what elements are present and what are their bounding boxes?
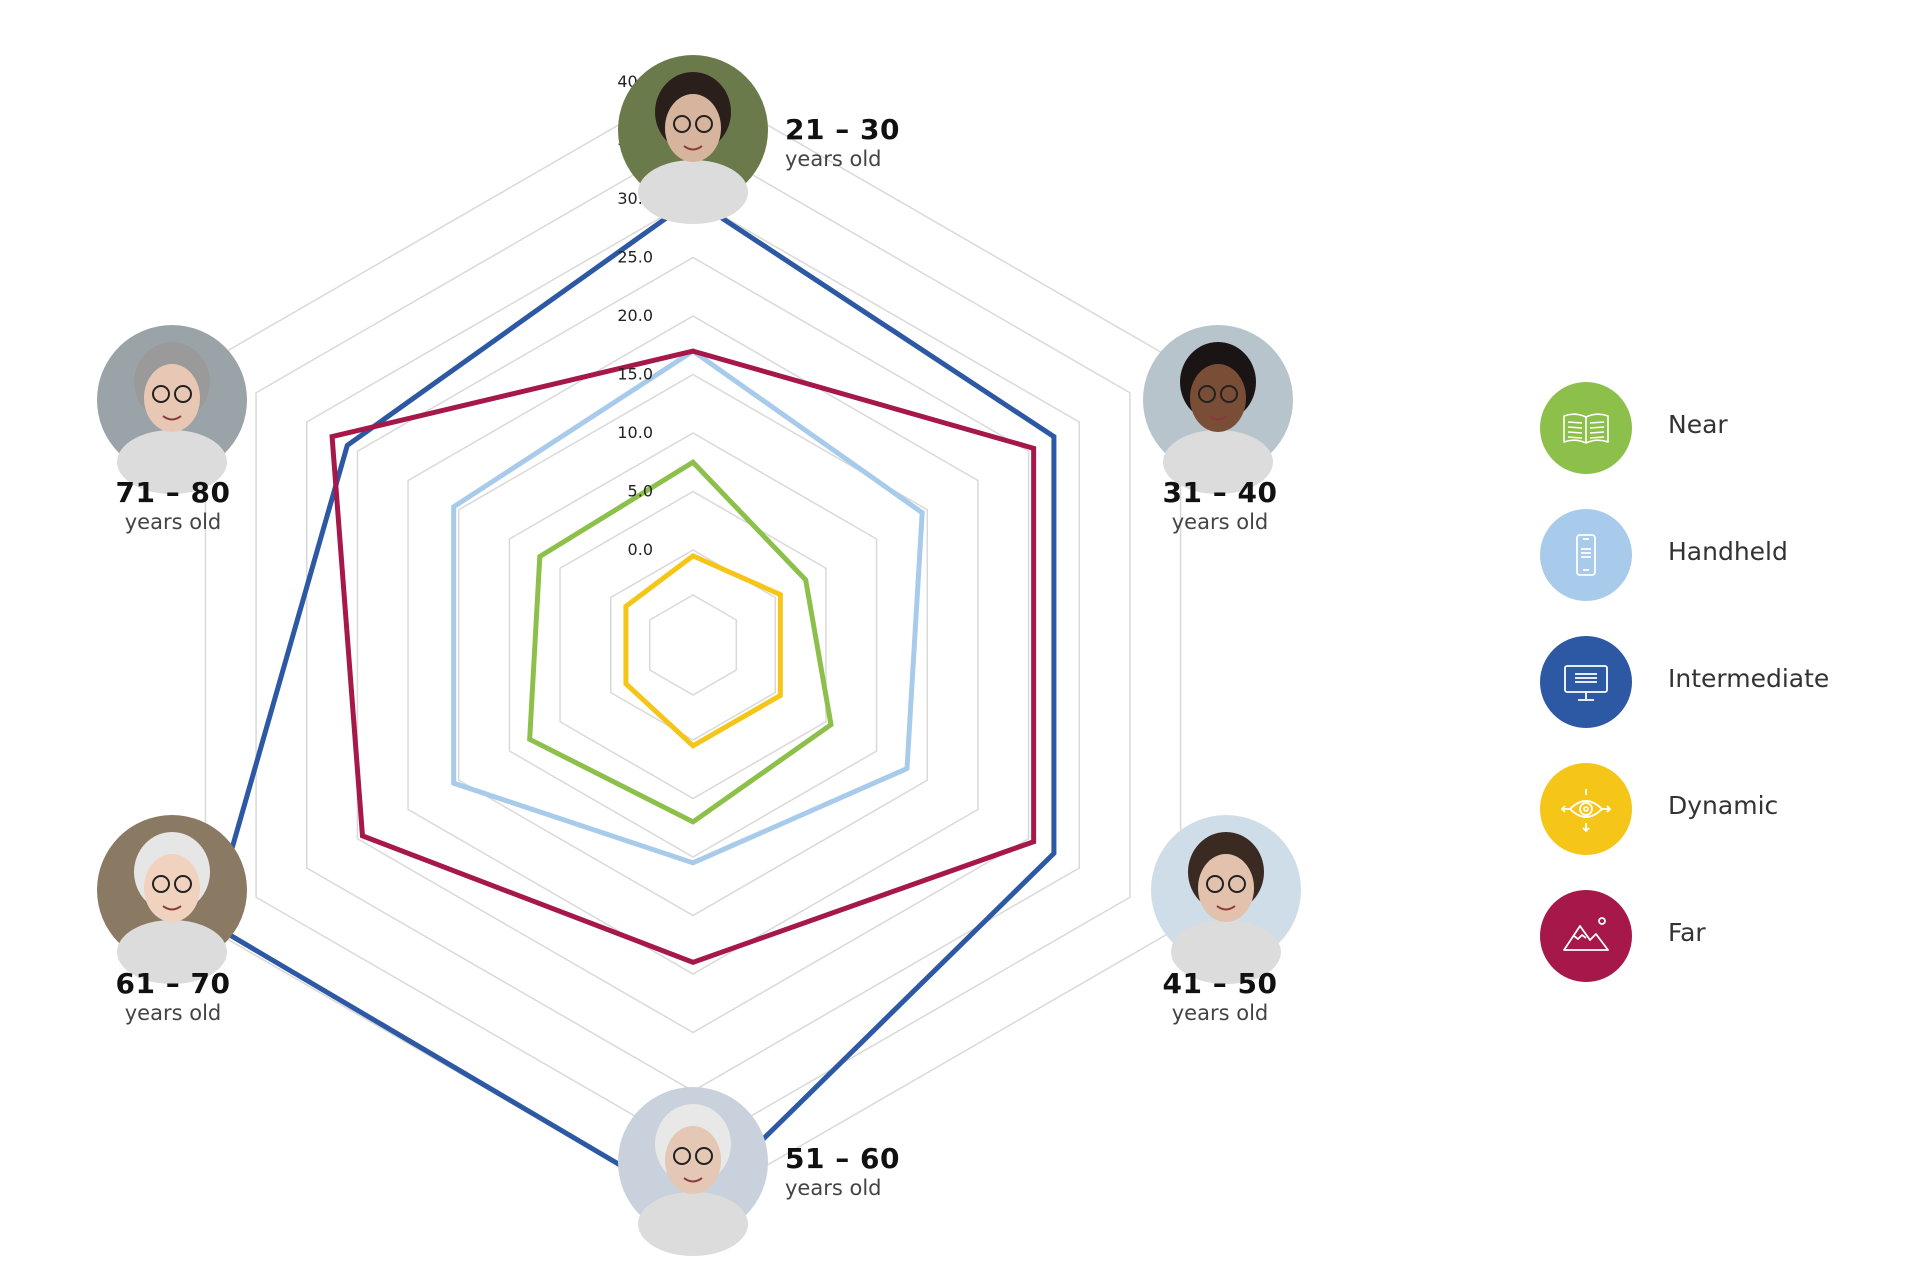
legend-label: Handheld	[1668, 537, 1788, 566]
tick-label: 10.0	[617, 423, 653, 442]
axis-label-sub: years old	[785, 147, 882, 171]
avatar-glasses-right	[695, 1147, 713, 1165]
axis-label-sub: years old	[1171, 510, 1269, 534]
axis-label-range: 31 – 40	[1162, 476, 1278, 509]
person-photo-woman-glasses	[1151, 815, 1301, 984]
series-dynamic	[623, 552, 783, 749]
tick-label: 0.0	[628, 540, 653, 559]
person-photo-young-man	[618, 55, 768, 224]
grid-ring	[457, 373, 929, 917]
grid-ring	[559, 490, 827, 800]
avatar-face	[144, 364, 200, 432]
grid-ring	[648, 594, 738, 696]
legend: Near Handheld Intermediate	[1540, 382, 1880, 1017]
grid-ring	[508, 432, 878, 858]
person-photo-elderly-woman	[97, 325, 247, 494]
axis-label-sub: years old	[785, 1176, 882, 1200]
avatar-glasses-left	[673, 1147, 691, 1165]
person-photo-laughing-older-woman	[97, 815, 247, 984]
tick-label: 5.0	[628, 482, 653, 501]
legend-label: Far	[1668, 918, 1706, 947]
tick-label: 25.0	[617, 248, 653, 267]
axis-label-31-40: 31 – 40 years old	[1110, 477, 1330, 535]
avatar-face	[144, 854, 200, 922]
avatar-smile	[1208, 415, 1228, 421]
avatar-face	[665, 1126, 721, 1194]
avatar-glasses-right	[174, 385, 192, 403]
axis-label-sub: years old	[124, 1001, 222, 1025]
avatar-shoulders	[1163, 430, 1273, 494]
grid-ring	[306, 198, 1080, 1092]
mountain-icon	[1540, 890, 1632, 982]
avatar-shoulders	[1171, 920, 1281, 984]
avatar-smile	[1216, 905, 1236, 911]
axis-label-41-50: 41 – 50 years old	[1110, 968, 1330, 1026]
tick-label: 15.0	[617, 365, 653, 384]
legend-item-handheld[interactable]: Handheld	[1540, 509, 1880, 601]
axis-label-61-70: 61 – 70 years old	[63, 968, 283, 1026]
legend-item-far[interactable]: Far	[1540, 890, 1880, 982]
avatar-smile	[683, 1177, 703, 1183]
legend-item-intermediate[interactable]: Intermediate	[1540, 636, 1880, 728]
axis-label-range: 51 – 60	[785, 1142, 900, 1175]
legend-item-dynamic[interactable]: Dynamic	[1540, 763, 1880, 855]
series-handheld	[451, 348, 925, 866]
monitor-icon	[1540, 636, 1632, 728]
axis-label-21-30: 21 – 30 years old	[785, 114, 900, 172]
avatar-face	[1190, 364, 1246, 432]
avatar-glasses-right	[174, 875, 192, 893]
avatar-glasses-right	[695, 115, 713, 133]
avatar-glasses-left	[1206, 875, 1224, 893]
legend-label: Near	[1668, 410, 1728, 439]
axis-label-range: 71 – 80	[115, 476, 231, 509]
avatar-face	[665, 94, 721, 162]
person-photo-smiling-man	[1143, 325, 1293, 494]
axis-label-sub: years old	[1171, 1001, 1269, 1025]
axis-label-range: 21 – 30	[785, 113, 900, 146]
series-far	[329, 348, 1037, 965]
grid-ring	[407, 315, 979, 975]
grid-ring	[255, 139, 1131, 1151]
legend-item-near[interactable]: Near	[1540, 382, 1880, 474]
axis-label-51-60: 51 – 60 years old	[785, 1143, 900, 1201]
avatar-shoulders	[117, 430, 227, 494]
avatar-smile	[162, 905, 182, 911]
series-near	[527, 459, 834, 825]
avatar-glasses-left	[1198, 385, 1216, 403]
person-photo-older-man-suit	[618, 1087, 768, 1256]
avatar-shoulders	[638, 1192, 748, 1256]
avatar-smile	[683, 145, 703, 151]
avatar-glasses-right	[1228, 875, 1246, 893]
tick-label: 20.0	[617, 306, 653, 325]
axis-label-71-80: 71 – 80 years old	[63, 477, 283, 535]
axis-label-range: 61 – 70	[115, 967, 231, 1000]
book-icon	[1540, 382, 1632, 474]
avatar-glasses-right	[1220, 385, 1238, 403]
grid-ring	[356, 256, 1030, 1034]
avatar-face	[1198, 854, 1254, 922]
grid-ring	[609, 549, 777, 741]
avatar-glasses-left	[152, 875, 170, 893]
eye-motion-icon	[1540, 763, 1632, 855]
avatar-shoulders	[117, 920, 227, 984]
axis-label-range: 41 – 50	[1162, 967, 1278, 1000]
avatar-glasses-left	[152, 385, 170, 403]
legend-label: Dynamic	[1668, 791, 1779, 820]
avatar-shoulders	[638, 160, 748, 224]
axis-label-sub: years old	[124, 510, 222, 534]
legend-label: Intermediate	[1668, 664, 1830, 693]
avatar-smile	[162, 415, 182, 421]
smartphone-icon	[1540, 509, 1632, 601]
avatar-glasses-left	[673, 115, 691, 133]
